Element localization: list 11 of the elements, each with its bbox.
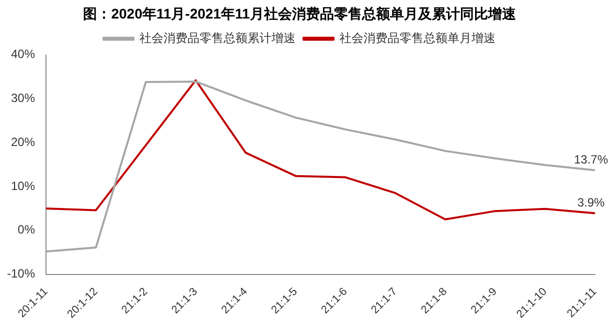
y-tick-label: 20%	[10, 134, 36, 149]
y-tick-label: 30%	[10, 91, 36, 106]
annotation: 13.7%	[574, 152, 608, 167]
y-tick-label: -10%	[7, 266, 36, 281]
y-tick-label: 40%	[10, 47, 36, 62]
legend-label: 社会消费品零售总额累计增速	[140, 31, 296, 46]
y-tick-label: 0%	[18, 222, 36, 237]
legend-label: 社会消费品零售总额单月增速	[340, 31, 496, 46]
chart-title: 图：2020年11月-2021年11月社会消费品零售总额单月及累计同比增速	[83, 5, 517, 22]
annotation: 3.9%	[577, 196, 605, 210]
y-tick-label: 10%	[10, 178, 36, 193]
